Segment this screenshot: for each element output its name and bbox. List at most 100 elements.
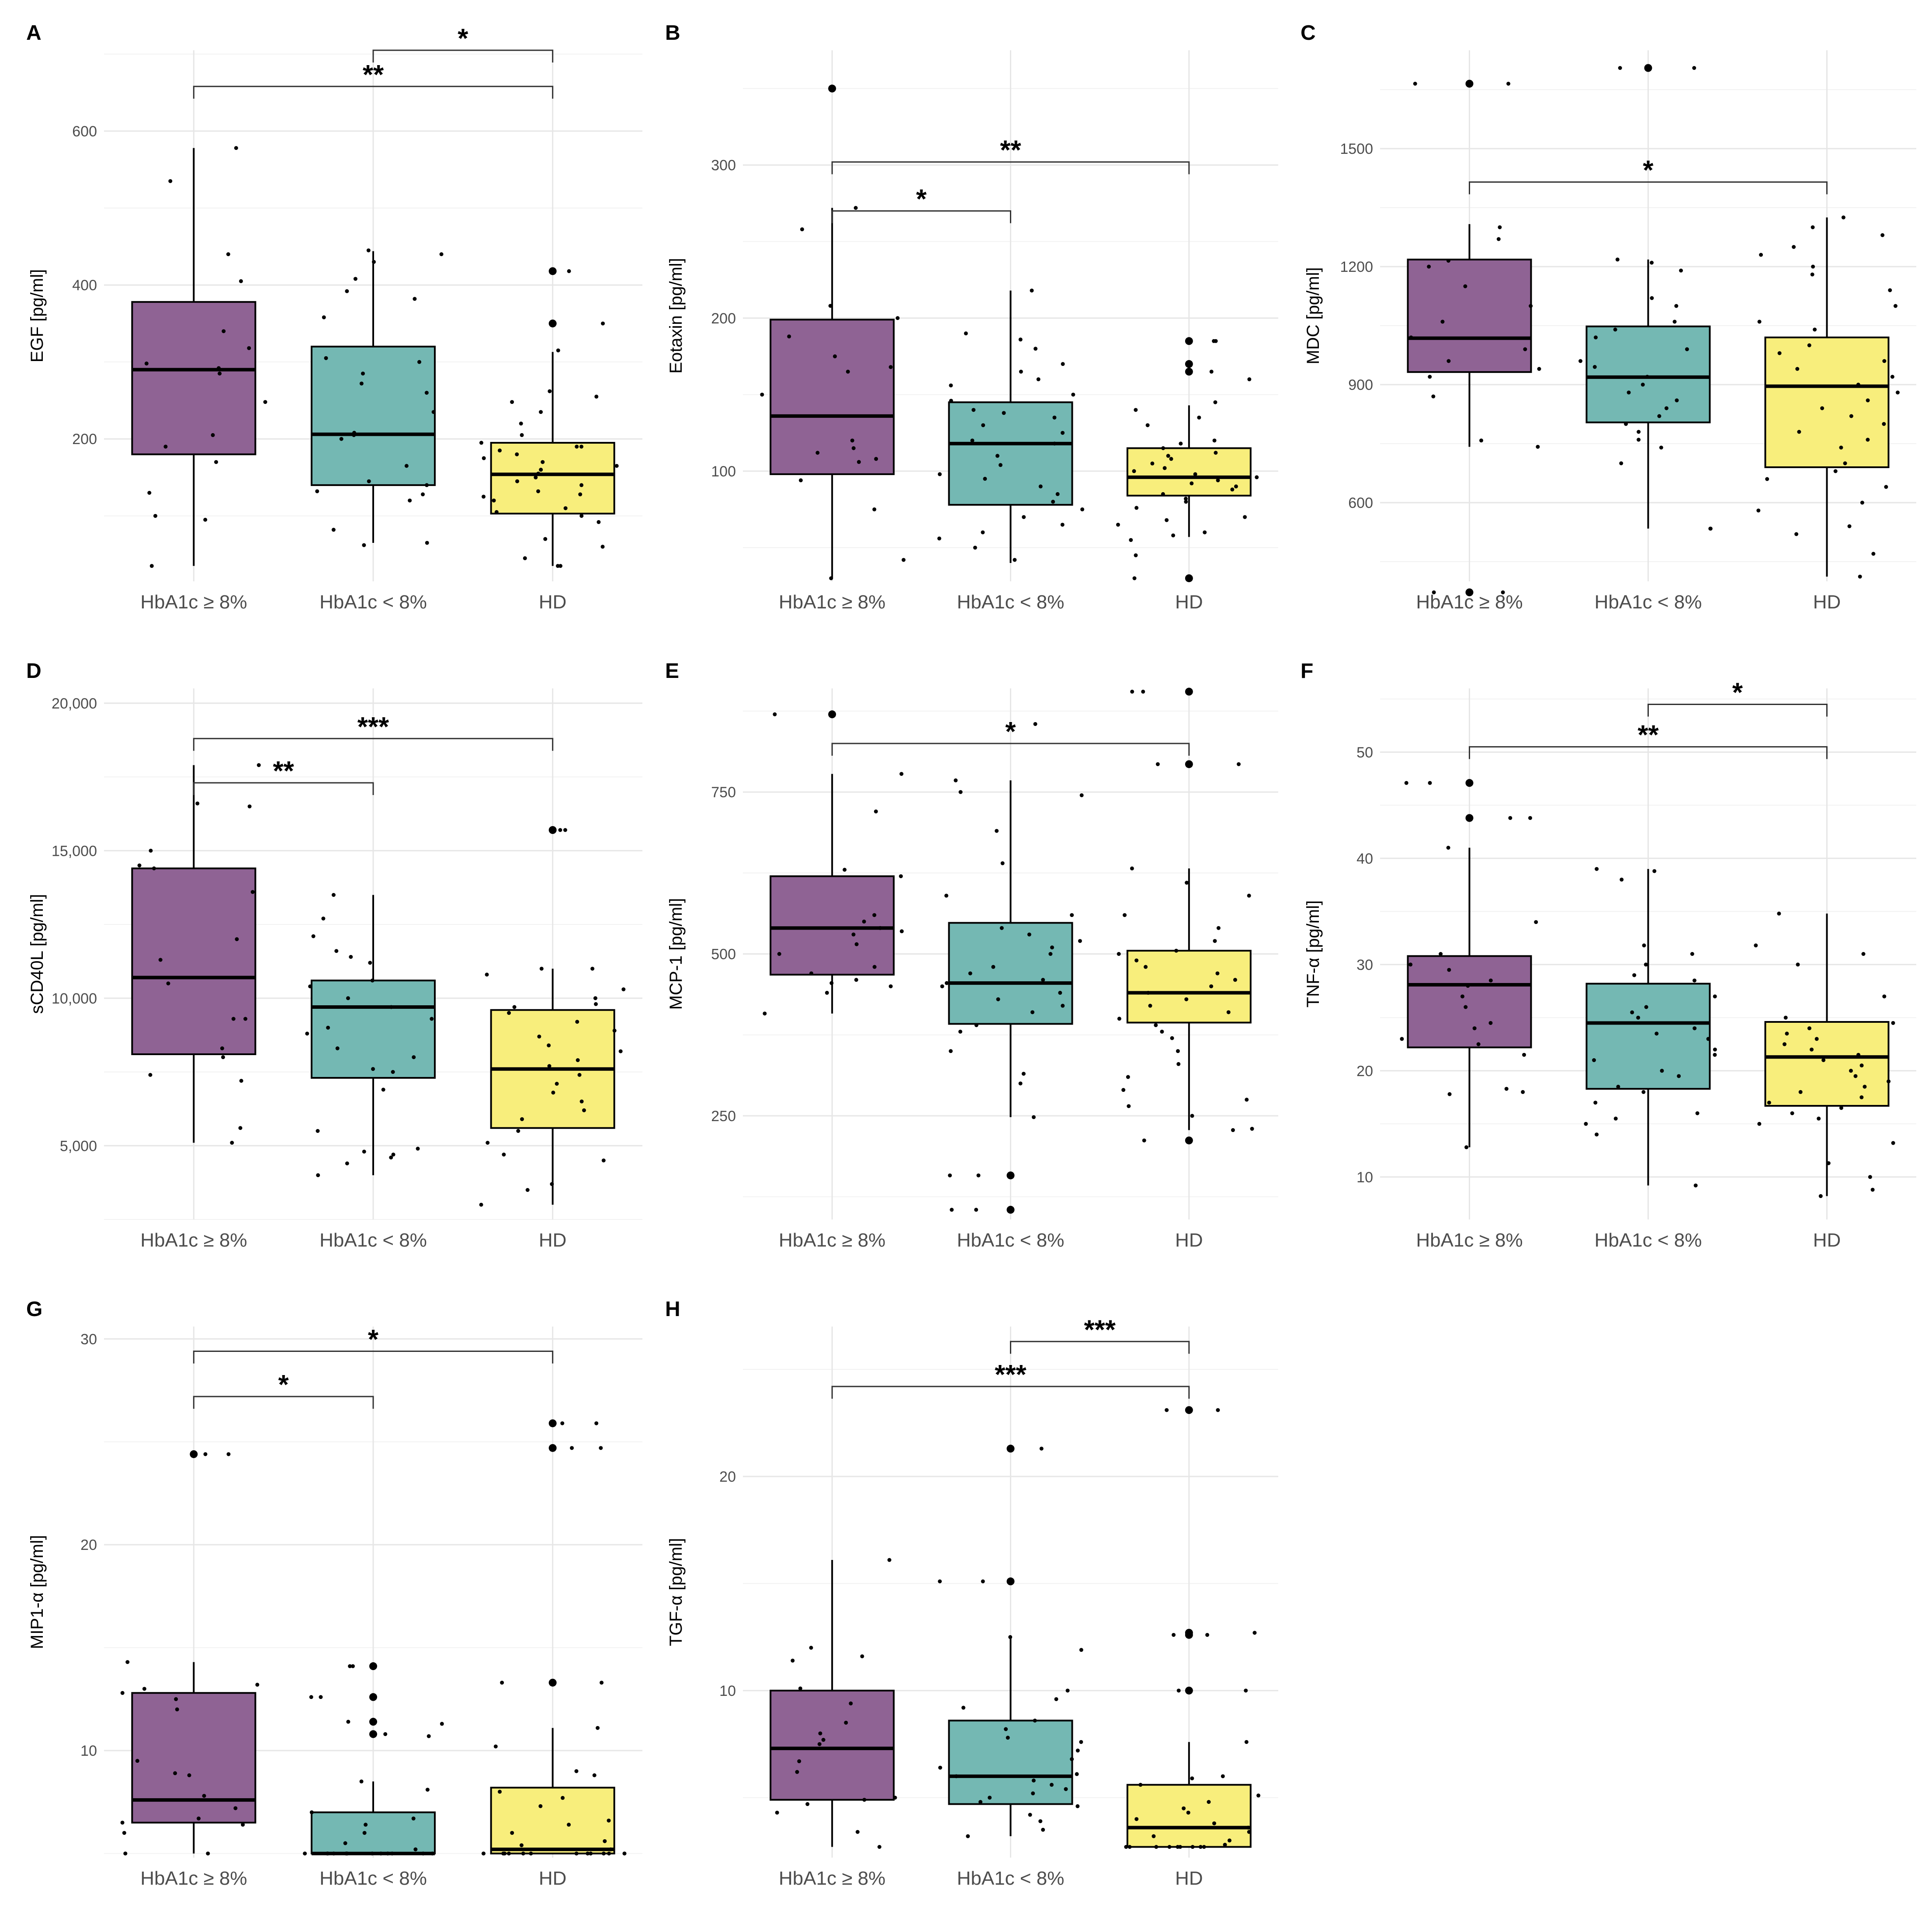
data-point [1038, 1819, 1043, 1824]
data-point [589, 1851, 593, 1856]
data-point [364, 1823, 368, 1827]
y-tick-label: 20 [1356, 1063, 1373, 1080]
data-point [948, 1173, 952, 1178]
data-point [368, 961, 372, 965]
data-point [1193, 472, 1197, 476]
data-point [507, 1011, 511, 1015]
data-point [486, 1141, 490, 1145]
data-point [1464, 1005, 1468, 1009]
data-point [1675, 398, 1679, 403]
data-point [1447, 1092, 1452, 1096]
data-point [964, 331, 968, 336]
data-point [391, 1070, 395, 1074]
x-tick-label: HD [1175, 1230, 1203, 1251]
data-point [1807, 343, 1811, 347]
data-point [321, 917, 326, 921]
x-tick-label: HbA1c ≥ 8% [779, 1230, 885, 1251]
data-point [1446, 259, 1450, 263]
data-point [1859, 1095, 1864, 1100]
data-point [479, 441, 483, 445]
data-point [203, 518, 208, 522]
data-point [1871, 552, 1876, 556]
outlier-point [548, 267, 557, 275]
significance-label: *** [1084, 1315, 1116, 1345]
data-point [1050, 1782, 1054, 1787]
significance-bracket [193, 86, 554, 99]
box-1 [131, 867, 257, 1055]
box-1 [1407, 258, 1532, 373]
outlier-point [1185, 688, 1193, 696]
data-point [381, 1087, 385, 1092]
data-point [1794, 532, 1799, 536]
data-point [1071, 393, 1075, 397]
data-point [1620, 877, 1624, 882]
data-point [586, 1851, 590, 1856]
data-point [1706, 1037, 1710, 1041]
data-point [1409, 335, 1413, 340]
data-point [348, 1664, 352, 1668]
outlier-point [1185, 1136, 1193, 1145]
data-point [978, 1800, 983, 1804]
data-point [1488, 1021, 1493, 1025]
data-point [408, 498, 412, 503]
y-axis-label: MDC [pg/ml] [1304, 267, 1323, 364]
data-point [1055, 492, 1060, 496]
data-point [1008, 1446, 1013, 1451]
data-point [829, 981, 834, 985]
data-point [1174, 948, 1179, 953]
data-point [612, 1028, 617, 1033]
data-point [331, 528, 336, 532]
y-tick-label: 600 [1348, 495, 1373, 511]
outlier-point [548, 1678, 557, 1687]
data-point [949, 383, 953, 388]
data-point [1078, 939, 1082, 943]
data-point [1154, 1845, 1159, 1849]
data-point [315, 489, 319, 493]
y-axis-label: TGF-α [pg/ml] [666, 1538, 686, 1646]
data-point [1641, 1090, 1646, 1094]
data-point [1537, 367, 1541, 371]
data-point [404, 464, 409, 468]
data-point [1144, 965, 1148, 969]
box-3 [1126, 447, 1252, 497]
data-point [1868, 1175, 1872, 1179]
data-point [239, 1079, 243, 1083]
data-point [148, 1073, 153, 1077]
data-point [1223, 1843, 1227, 1847]
data-point [431, 410, 436, 414]
data-point [238, 1126, 243, 1130]
panel-letter: D [26, 660, 42, 683]
data-point [142, 1687, 146, 1691]
x-tick-label: HbA1c ≥ 8% [779, 591, 885, 613]
data-point [949, 1049, 953, 1053]
data-point [1176, 1688, 1181, 1693]
data-point [1243, 515, 1247, 519]
data-point [958, 1029, 963, 1034]
significance-bracket [831, 1386, 1190, 1399]
box-3 [490, 1786, 615, 1855]
data-point [1807, 1026, 1811, 1031]
data-point [1070, 1757, 1074, 1761]
data-point [235, 937, 239, 941]
data-point [516, 1129, 520, 1133]
data-point [1079, 1740, 1083, 1744]
data-point [1033, 722, 1037, 726]
data-point [331, 893, 336, 897]
significance-label: * [458, 24, 468, 54]
data-point [1162, 466, 1167, 470]
x-tick-label: HbA1c < 8% [1595, 591, 1702, 613]
y-tick-label: 300 [711, 157, 736, 174]
x-tick-label: HbA1c < 8% [319, 591, 427, 613]
data-point [1777, 351, 1782, 355]
data-point [800, 227, 804, 232]
outlier-point [1465, 779, 1474, 787]
data-point [1866, 438, 1870, 442]
data-point [263, 400, 267, 404]
data-point [818, 1731, 822, 1736]
data-point [1080, 507, 1085, 511]
data-point [1632, 973, 1637, 977]
data-point [255, 1682, 260, 1687]
data-point [1849, 414, 1853, 418]
data-point [1150, 461, 1155, 465]
data-point [125, 1660, 130, 1664]
